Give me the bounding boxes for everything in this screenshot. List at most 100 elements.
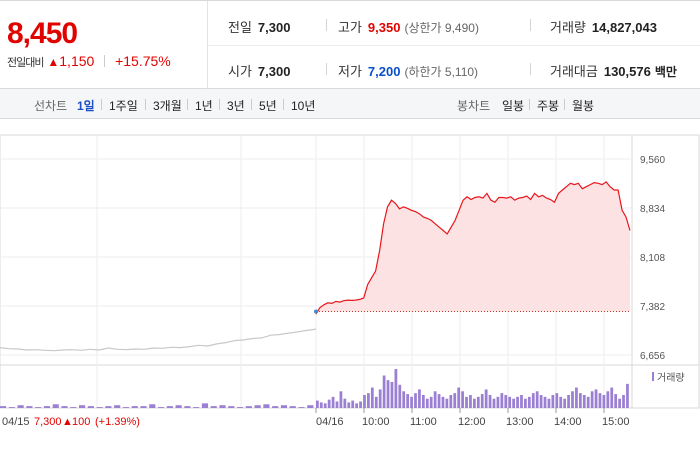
today-volume-bar xyxy=(626,383,629,408)
today-area-fill xyxy=(316,181,630,315)
today-volume-bar xyxy=(445,398,449,408)
prev-volume-bar xyxy=(298,407,305,408)
today-volume-bar xyxy=(567,395,570,408)
today-volume-bar xyxy=(590,391,594,408)
tab-3m[interactable]: 3개월 xyxy=(153,99,182,113)
change-row: 전일대비 ▲1,150 +15.75% xyxy=(7,53,171,70)
today-volume-bar xyxy=(355,403,358,408)
volume: 거래량 14,827,043 xyxy=(550,17,657,36)
divider xyxy=(530,19,531,31)
prev-volume-bar xyxy=(184,406,191,408)
divider xyxy=(145,99,146,110)
prev-volume-bar xyxy=(280,405,288,408)
today-volume-bar xyxy=(488,395,492,408)
today-volume-bar xyxy=(555,393,559,408)
volume-value: 14,827,043 xyxy=(591,20,657,35)
prev-volume-bar xyxy=(158,407,165,408)
today-volume-bar xyxy=(429,396,433,408)
change-value: 1,150 xyxy=(59,53,95,69)
volume-label: 거래량 xyxy=(550,20,586,35)
today-volume-bar xyxy=(370,387,374,408)
open-label: 시가 xyxy=(228,64,252,79)
today-volume-bar xyxy=(535,391,539,408)
divider xyxy=(283,99,284,110)
tab-1y[interactable]: 1년 xyxy=(195,99,213,113)
today-volume-bar xyxy=(496,396,500,408)
prev-day-change: 100 xyxy=(72,416,90,428)
today-volume-bar xyxy=(335,401,339,408)
today-volume-bar xyxy=(421,395,425,408)
today-volume-bar xyxy=(618,398,621,408)
today-volume-bar xyxy=(524,398,527,408)
prev-volume-bar xyxy=(35,407,42,408)
tab-weekly-candle[interactable]: 주봉 xyxy=(537,99,560,113)
prev-volume-bar xyxy=(307,405,314,408)
high-label: 고가 xyxy=(338,20,362,35)
prev-volume-bar xyxy=(61,406,68,408)
today-volume-bar xyxy=(394,369,398,408)
prev-volume-bar xyxy=(228,406,235,408)
tab-daily-candle[interactable]: 일봉 xyxy=(502,99,525,113)
prev-volume-bar xyxy=(166,406,173,408)
today-volume-bar xyxy=(622,395,625,408)
today-volume-bar xyxy=(449,395,453,408)
prev-volume-bar xyxy=(52,404,59,408)
today-volume-bar xyxy=(351,400,355,408)
divider xyxy=(187,99,188,110)
y-tick-label: 6,656 xyxy=(640,351,665,362)
current-price: 8,450 xyxy=(7,17,78,50)
today-volume-bar xyxy=(508,396,512,408)
reference-point xyxy=(314,309,318,314)
y-tick-label: 8,108 xyxy=(640,253,665,264)
today-volume-bar xyxy=(476,396,480,408)
today-volume-bar xyxy=(578,393,582,408)
divider xyxy=(564,99,565,110)
change-rate: +15.75% xyxy=(115,53,171,69)
today-volume-bar xyxy=(433,391,437,408)
price-summary: 8,450 전일대비 ▲1,150 +15.75% 전일 7,300 고가 9,35… xyxy=(0,0,700,89)
y-tick-label: 9,560 xyxy=(640,155,665,166)
today-volume-bar xyxy=(602,395,606,408)
lower-limit: (하한가 5,110) xyxy=(404,65,479,79)
prev-volume-bar xyxy=(8,407,15,408)
prev-volume-bar xyxy=(201,403,209,408)
tab-3y[interactable]: 3년 xyxy=(227,99,245,113)
divider xyxy=(326,19,327,31)
line-chart-label: 선차트 xyxy=(34,99,68,113)
prev-close-label: 전일 xyxy=(228,20,252,35)
today-volume-bar xyxy=(363,395,366,408)
today-volume-bar xyxy=(594,389,598,408)
x-axis-ticks: 04/16 10:00 11:00 12:00 13:00 14:00 15:00 xyxy=(315,408,630,428)
today-volume-bar xyxy=(606,391,610,408)
today-volume-bar xyxy=(390,382,394,408)
today-volume-bar xyxy=(500,393,504,408)
x-tick-label: 10:00 xyxy=(362,416,390,428)
amount-value: 130,576 xyxy=(603,64,651,79)
prev-volume-bar xyxy=(87,406,94,408)
prev-volume-bar xyxy=(175,405,182,408)
tab-10y[interactable]: 10년 xyxy=(291,99,316,113)
today-volume-bar xyxy=(386,380,390,408)
tab-1d[interactable]: 1일 xyxy=(77,99,95,113)
tab-5y[interactable]: 5년 xyxy=(259,99,277,113)
today-volume-bar xyxy=(563,398,567,408)
today-volume-bar xyxy=(457,387,461,408)
prev-volume-bar xyxy=(272,406,279,408)
trade-amount: 거래대금 130,576 백만 xyxy=(550,61,677,80)
today-volume-bar xyxy=(551,395,555,408)
prev-close-value: 7,300 xyxy=(257,20,291,35)
today-volume-bar xyxy=(598,393,602,408)
triangle-up-icon: ▲ xyxy=(62,416,73,428)
high-value: 9,350 xyxy=(367,20,401,35)
tab-1w[interactable]: 1주일 xyxy=(109,99,138,113)
prev-day-date: 04/15 xyxy=(2,416,30,428)
divider xyxy=(101,99,102,110)
prev-volume-bar xyxy=(140,406,147,408)
x-tick-label: 04/16 xyxy=(316,416,344,428)
tab-monthly-candle[interactable]: 월봉 xyxy=(572,99,595,113)
today-volume-bar xyxy=(575,387,578,408)
x-tick-label: 12:00 xyxy=(458,416,486,428)
prev-close: 전일 7,300 xyxy=(228,17,290,36)
today-volume-bar xyxy=(469,395,472,408)
